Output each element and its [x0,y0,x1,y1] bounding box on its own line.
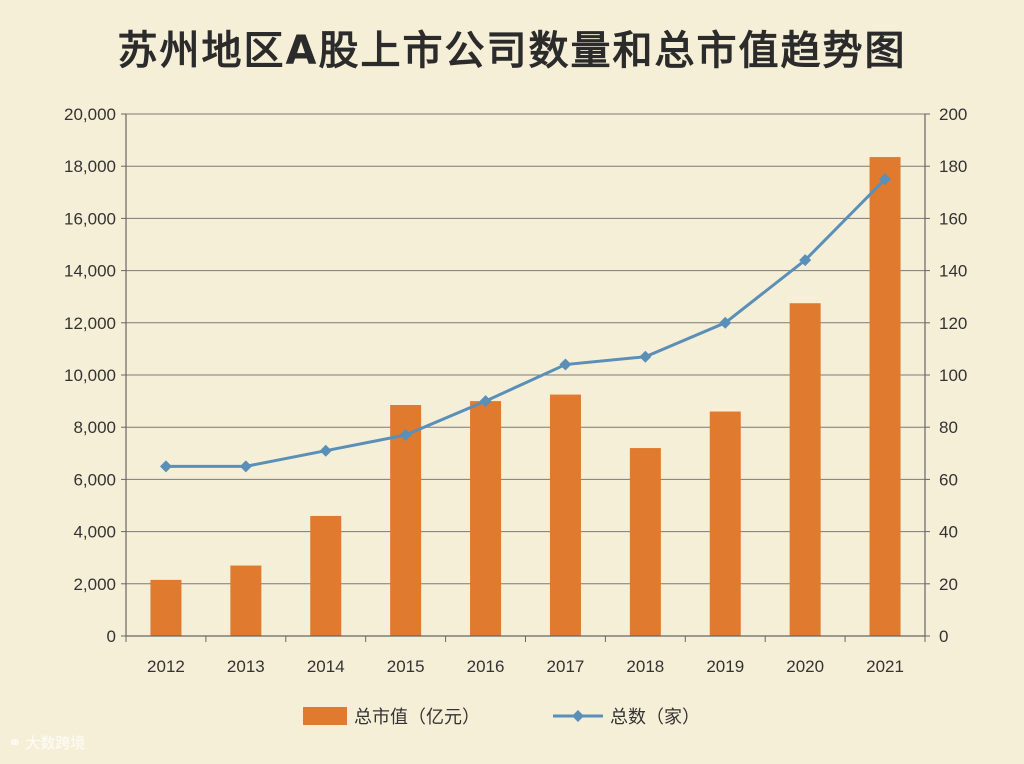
y-right-tick-label: 180 [939,157,967,176]
legend-bar-label: 总市值（亿元） [354,707,480,728]
y-right-tick-label: 20 [939,575,958,594]
y-left-tick-label: 20,000 [64,105,116,124]
y-left-tick-label: 18,000 [64,157,116,176]
y-right-tick-label: 120 [939,314,967,333]
line-point [239,460,252,473]
bar [869,157,901,636]
bar [230,565,262,636]
logo-icon: ⚭ [8,733,22,752]
x-tick-label: 2014 [307,657,345,676]
y-left-tick-label: 6,000 [73,470,116,489]
line-point [319,444,332,457]
bar [470,401,502,636]
bar [150,579,182,636]
bar [629,448,661,636]
y-right-tick-label: 0 [939,627,948,646]
line-point [559,358,572,371]
y-left-tick-label: 4,000 [73,523,116,542]
bar [390,405,422,636]
y-left-tick-label: 0 [107,627,116,646]
legend-line-label: 总数（家） [610,707,700,728]
y-left-tick-label: 8,000 [73,418,116,437]
line-point [719,316,732,329]
y-right-tick-label: 160 [939,209,967,228]
x-tick-label: 2020 [786,657,824,676]
x-tick-label: 2012 [147,657,185,676]
watermark: ⚭ 大数跨境 [8,732,85,753]
bar [310,515,342,636]
watermark-text: 大数跨境 [25,734,86,752]
y-right-tick-label: 140 [939,262,967,281]
line-point [479,395,492,408]
bar [709,411,741,636]
bar [789,303,821,636]
line-series [165,178,887,468]
y-right-tick-label: 100 [939,366,967,385]
line-point [799,254,812,267]
x-tick-label: 2021 [866,657,904,676]
y-right-tick-label: 80 [939,418,958,437]
chart-title: 苏州地区A股上市公司数量和总市值趋势图 [117,28,907,74]
x-tick-label: 2019 [706,657,744,676]
x-tick-label: 2018 [626,657,664,676]
y-right-tick-label: 200 [939,105,967,124]
line-point [399,429,412,442]
y-left-tick-label: 12,000 [64,314,116,333]
y-right-tick-label: 60 [939,470,958,489]
line-point [159,460,172,473]
x-tick-label: 2015 [387,657,425,676]
x-tick-label: 2016 [467,657,505,676]
y-left-tick-label: 14,000 [64,262,116,281]
x-tick-label: 2017 [547,657,585,676]
y-right-tick-label: 40 [939,523,958,542]
line-point [879,173,892,186]
legend-bar-swatch [303,707,347,725]
line-point [639,350,652,363]
y-left-tick-label: 10,000 [64,366,116,385]
x-tick-label: 2013 [227,657,265,676]
y-left-tick-label: 16,000 [64,209,116,228]
bar [549,394,581,636]
y-left-tick-label: 2,000 [73,575,116,594]
legend-line-marker [572,710,584,722]
